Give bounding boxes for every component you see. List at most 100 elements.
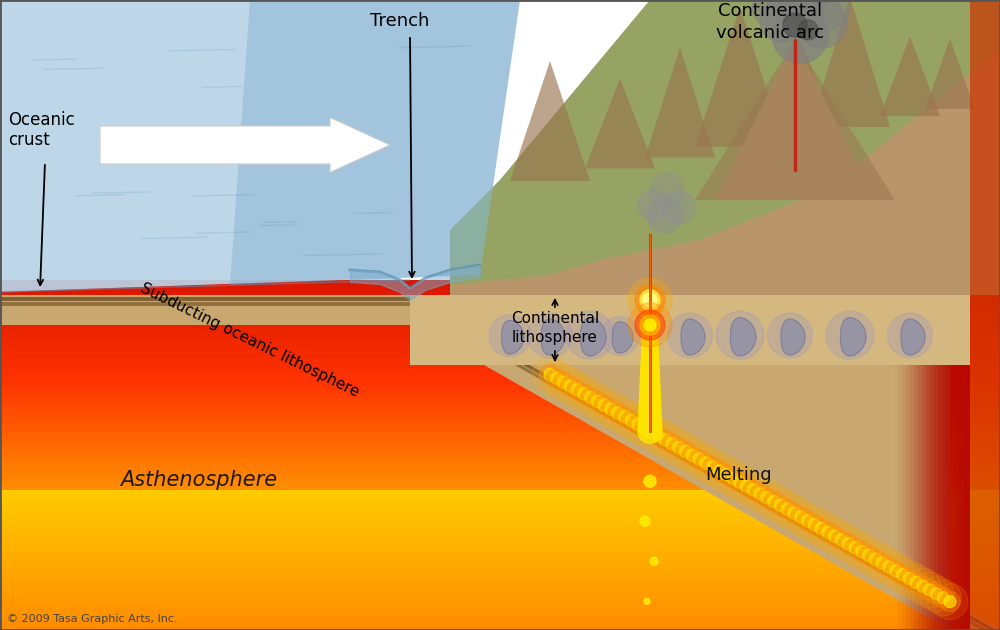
Polygon shape	[410, 302, 1000, 630]
Circle shape	[898, 564, 934, 600]
Circle shape	[544, 369, 556, 381]
Circle shape	[871, 549, 907, 585]
Circle shape	[643, 321, 657, 335]
Circle shape	[642, 325, 658, 340]
Circle shape	[655, 430, 675, 450]
Circle shape	[772, 7, 828, 63]
Circle shape	[489, 315, 531, 357]
Polygon shape	[535, 365, 950, 602]
Circle shape	[559, 372, 595, 408]
Circle shape	[608, 403, 628, 423]
Circle shape	[585, 392, 597, 404]
Circle shape	[752, 0, 792, 27]
Circle shape	[663, 191, 695, 223]
Polygon shape	[0, 411, 1000, 416]
Circle shape	[600, 395, 636, 431]
Circle shape	[628, 415, 648, 435]
Polygon shape	[410, 295, 970, 365]
Circle shape	[647, 197, 683, 233]
Circle shape	[806, 0, 850, 29]
Circle shape	[600, 317, 640, 355]
Polygon shape	[930, 0, 970, 630]
Circle shape	[644, 319, 656, 331]
Circle shape	[642, 325, 658, 340]
Circle shape	[554, 372, 574, 392]
Polygon shape	[0, 472, 1000, 477]
Polygon shape	[0, 520, 1000, 525]
Circle shape	[564, 380, 576, 392]
Circle shape	[547, 369, 567, 388]
Polygon shape	[0, 591, 1000, 595]
Polygon shape	[0, 389, 1000, 394]
Circle shape	[642, 422, 662, 442]
Polygon shape	[0, 477, 1000, 481]
Circle shape	[635, 285, 665, 315]
Polygon shape	[0, 573, 1000, 578]
Circle shape	[689, 449, 709, 469]
Polygon shape	[0, 604, 1000, 608]
Circle shape	[822, 526, 834, 538]
Circle shape	[644, 289, 656, 301]
Text: Subducting oceanic lithosphere: Subducting oceanic lithosphere	[138, 280, 362, 399]
Polygon shape	[840, 318, 866, 356]
Circle shape	[598, 399, 610, 411]
Circle shape	[774, 0, 826, 29]
Circle shape	[673, 442, 685, 454]
Polygon shape	[695, 40, 895, 200]
Circle shape	[546, 364, 582, 400]
Circle shape	[650, 173, 684, 207]
Polygon shape	[0, 495, 1000, 499]
Circle shape	[619, 411, 631, 423]
Circle shape	[771, 495, 791, 515]
Circle shape	[566, 311, 614, 359]
Polygon shape	[0, 516, 1000, 520]
Circle shape	[640, 383, 660, 404]
Polygon shape	[922, 0, 970, 630]
Circle shape	[532, 357, 568, 392]
Polygon shape	[0, 385, 1000, 389]
Circle shape	[722, 464, 758, 500]
Polygon shape	[0, 512, 1000, 516]
Polygon shape	[230, 0, 520, 285]
Circle shape	[811, 518, 831, 539]
Polygon shape	[100, 118, 390, 173]
Polygon shape	[962, 0, 970, 630]
Circle shape	[539, 360, 575, 396]
Circle shape	[662, 434, 682, 454]
Polygon shape	[0, 328, 1000, 333]
Circle shape	[674, 437, 710, 473]
Circle shape	[640, 315, 660, 335]
Polygon shape	[0, 481, 1000, 486]
Circle shape	[768, 313, 812, 358]
Circle shape	[643, 307, 657, 321]
Circle shape	[798, 20, 818, 40]
Circle shape	[918, 576, 954, 612]
Polygon shape	[0, 280, 1000, 284]
Polygon shape	[0, 459, 1000, 464]
Circle shape	[768, 0, 816, 7]
Polygon shape	[0, 315, 1000, 319]
Circle shape	[573, 380, 609, 416]
Circle shape	[776, 495, 812, 531]
Polygon shape	[906, 0, 970, 630]
Circle shape	[775, 500, 787, 512]
Circle shape	[695, 449, 731, 485]
Circle shape	[701, 453, 737, 489]
Circle shape	[897, 569, 909, 581]
Circle shape	[686, 449, 698, 461]
Circle shape	[760, 0, 804, 42]
Polygon shape	[0, 595, 1000, 599]
Polygon shape	[510, 61, 590, 181]
Circle shape	[798, 0, 838, 5]
Polygon shape	[0, 490, 1000, 495]
Text: © 2009 Tasa Graphic Arts, Inc.: © 2009 Tasa Graphic Arts, Inc.	[7, 614, 178, 624]
Circle shape	[708, 457, 744, 493]
Polygon shape	[0, 333, 1000, 337]
Circle shape	[804, 515, 824, 535]
Circle shape	[640, 365, 660, 384]
Polygon shape	[0, 394, 1000, 398]
Circle shape	[810, 514, 846, 551]
Circle shape	[638, 410, 662, 433]
Polygon shape	[0, 578, 1000, 582]
Circle shape	[638, 415, 662, 438]
